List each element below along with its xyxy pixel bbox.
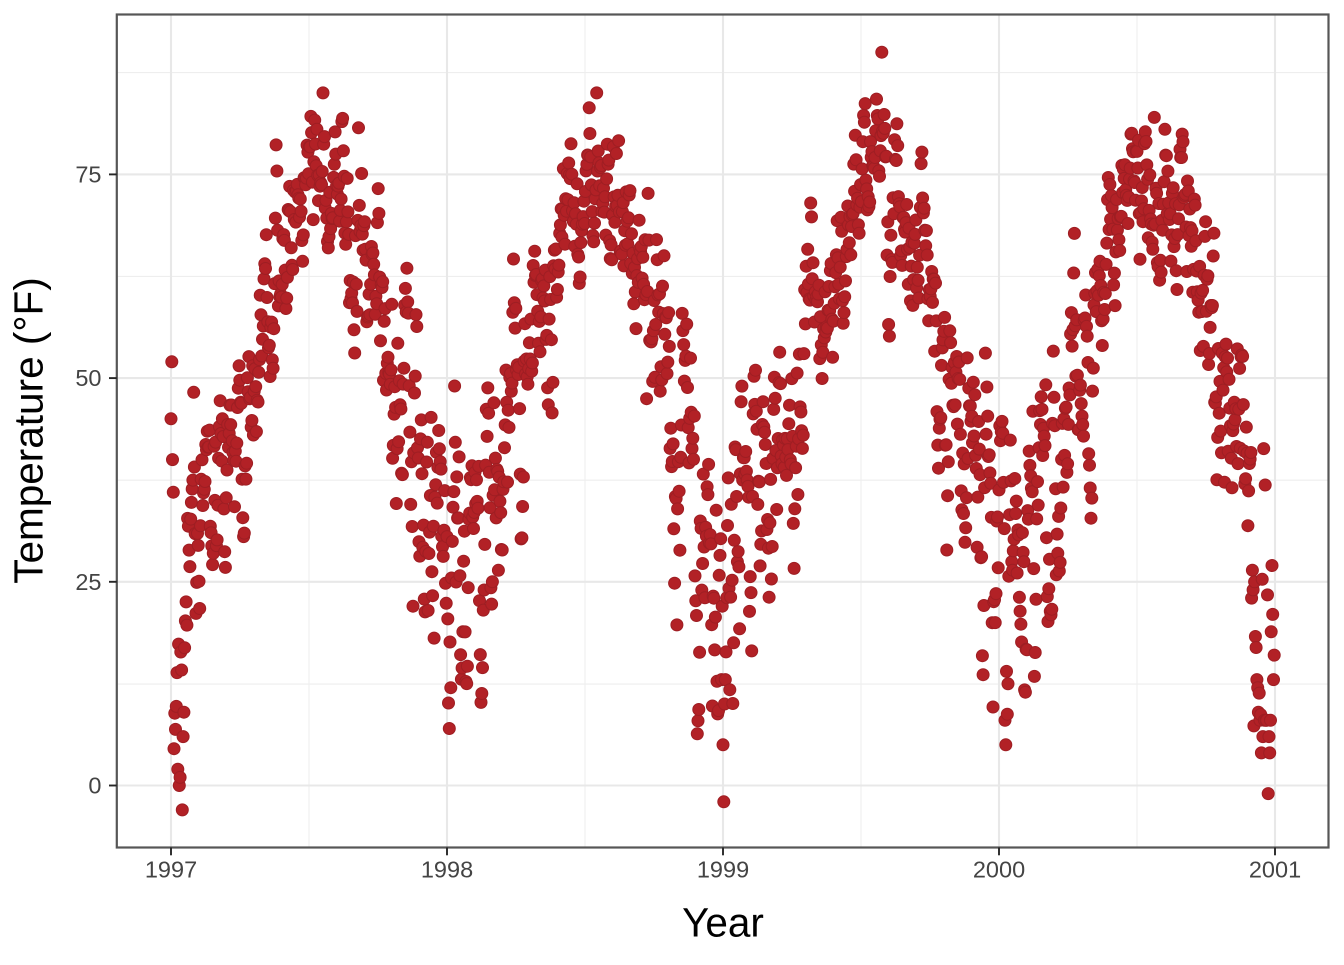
svg-text:25: 25 [75,569,101,595]
svg-text:Year: Year [682,900,764,946]
svg-text:Temperature (°F): Temperature (°F) [6,277,52,584]
svg-text:1997: 1997 [145,857,197,883]
svg-text:2000: 2000 [973,857,1025,883]
svg-text:1998: 1998 [421,857,473,883]
svg-text:75: 75 [75,161,101,187]
svg-text:1999: 1999 [697,857,749,883]
svg-text:2001: 2001 [1249,857,1301,883]
svg-text:0: 0 [88,773,101,799]
svg-text:50: 50 [75,365,101,391]
